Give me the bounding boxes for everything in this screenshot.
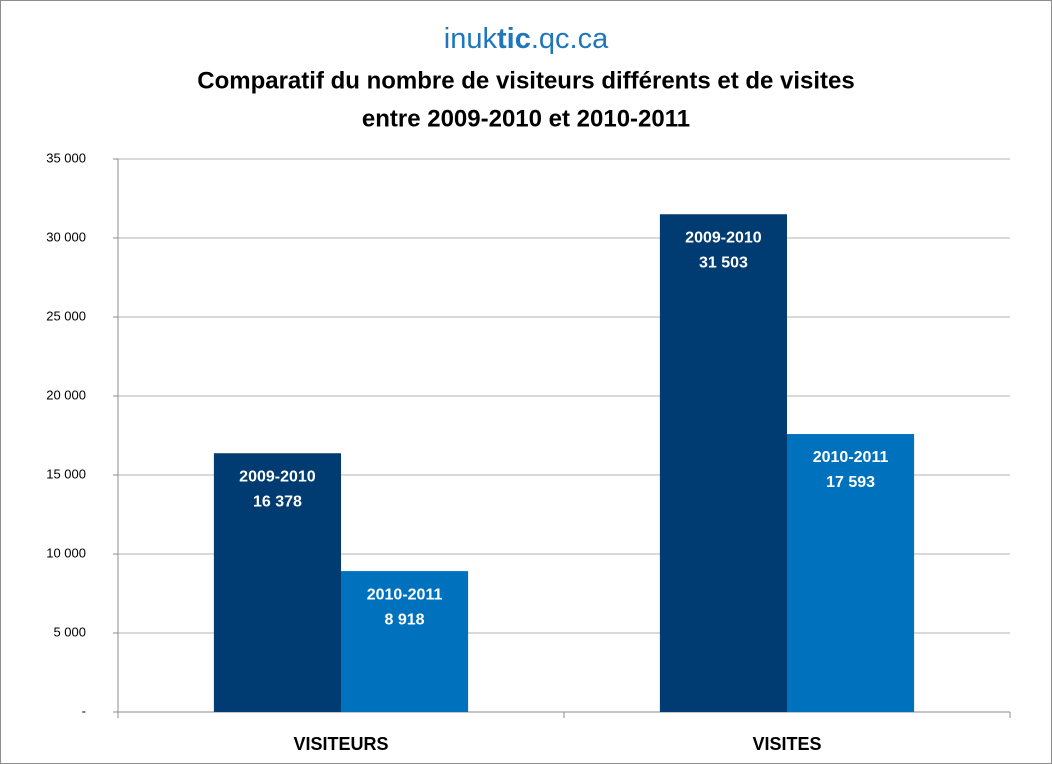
bar-label-value: 31 503 [699,254,748,271]
y-tick-label: 25 000 [46,308,86,323]
y-tick-label: 5 000 [53,624,86,639]
brand-part: tic [497,23,531,55]
bar-label-series: 2010-2011 [367,586,443,603]
bar [341,571,469,712]
bar-label-series: 2009-2010 [685,229,762,246]
chart-title: Comparatif du nombre de visiteurs différ… [197,67,855,94]
bar-label-value: 17 593 [826,474,875,491]
brand-part: .qc.ca [531,23,609,55]
y-tick-label: 30 000 [46,229,86,244]
bar [659,214,787,712]
x-tick-label: VISITES [752,734,821,754]
x-tick-label: VISITEURS [293,734,388,754]
brand-part: inuk [444,23,498,55]
bar-label-series: 2010-2011 [813,449,889,466]
brand: inuktic.qc.ca [444,23,609,55]
chart-title: entre 2009-2010 et 2010-2011 [362,105,690,132]
y-tick-label: 15 000 [46,466,86,481]
y-tick-label: - [82,703,86,718]
y-tick-label: 10 000 [46,545,86,560]
bar-label-value: 16 378 [253,493,302,510]
bar-label-value: 8 918 [385,611,425,628]
y-tick-label: 35 000 [46,150,86,165]
bar-label-series: 2009-2010 [239,468,316,485]
bar [787,434,915,712]
y-tick-label: 20 000 [46,387,86,402]
bar [213,453,341,712]
